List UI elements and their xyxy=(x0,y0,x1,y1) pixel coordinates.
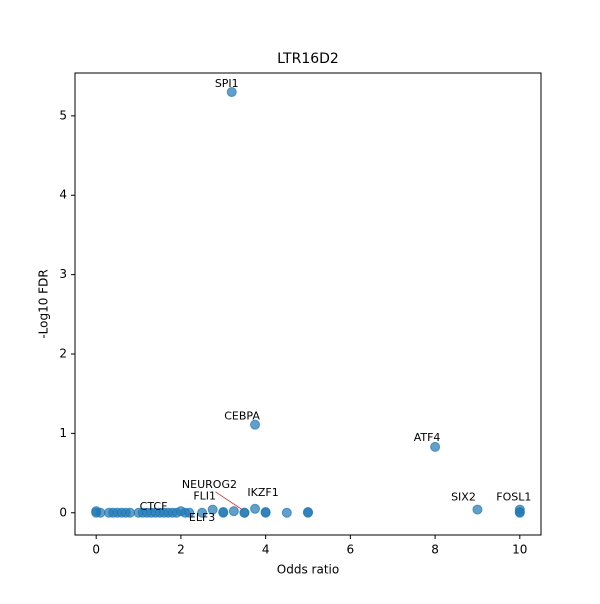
point xyxy=(303,506,313,517)
point-label: FOSL1 xyxy=(496,491,531,504)
point xyxy=(226,87,237,98)
x-axis-label: Odds ratio xyxy=(277,563,339,577)
x-tick-label: 6 xyxy=(347,543,355,557)
plot-frame xyxy=(74,72,542,536)
point xyxy=(472,504,483,515)
y-tick-label: 2 xyxy=(59,347,67,361)
x-tick-label: 4 xyxy=(262,543,270,557)
chart-title: LTR16D2 xyxy=(277,51,339,67)
point xyxy=(228,506,239,517)
point xyxy=(95,507,106,518)
point xyxy=(250,419,261,430)
point-label: ATF4 xyxy=(414,431,441,444)
point xyxy=(260,506,271,517)
point xyxy=(218,506,229,517)
point-label: SPI1 xyxy=(215,77,239,90)
point xyxy=(125,507,136,518)
y-tick-label: 1 xyxy=(59,426,67,440)
point xyxy=(281,507,292,518)
y-tick-label: 5 xyxy=(59,108,67,122)
y-axis-label: -Log10 FDR xyxy=(37,269,51,338)
point xyxy=(184,507,195,518)
point xyxy=(239,507,250,518)
y-tick-label: 4 xyxy=(59,188,67,202)
x-tick-label: 8 xyxy=(431,543,439,557)
point-label: IKZF1 xyxy=(247,486,278,499)
y-tick-label: 0 xyxy=(59,505,67,519)
annotation-line xyxy=(215,491,243,511)
x-tick-label: 2 xyxy=(177,543,185,557)
y-tick-label: 3 xyxy=(59,267,67,281)
point xyxy=(250,503,261,514)
x-tick-label: 0 xyxy=(92,543,100,557)
point xyxy=(207,504,218,515)
point-label: CTCF xyxy=(140,500,168,513)
point-label: CEBPA xyxy=(224,410,260,423)
point-label: ELF3 xyxy=(189,511,215,524)
x-tick-label: 10 xyxy=(512,543,527,557)
point xyxy=(514,506,525,517)
point xyxy=(430,441,441,452)
point-label: SIX2 xyxy=(451,491,476,504)
point-label: FLI1 xyxy=(193,490,216,503)
point-label: NEUROG2 xyxy=(182,478,237,491)
point xyxy=(197,507,208,518)
